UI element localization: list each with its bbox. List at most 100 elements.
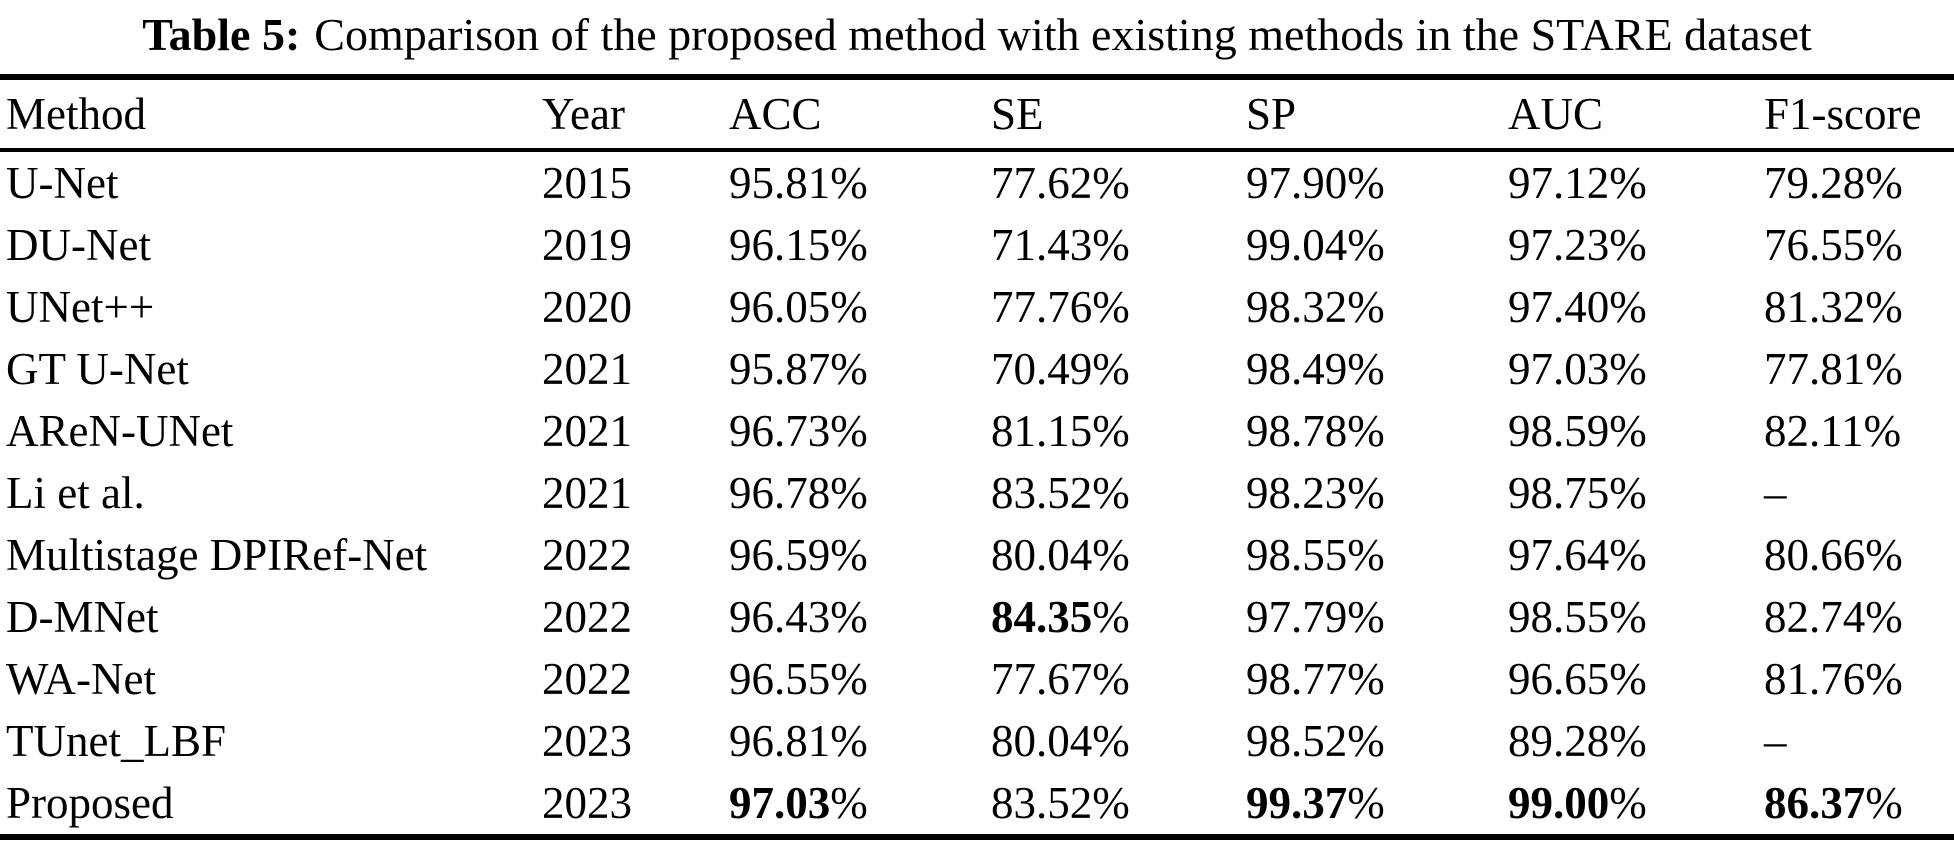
percent-sign: % (1865, 654, 1903, 704)
cell-year: 2020 (542, 276, 729, 338)
cell-year: 2022 (542, 524, 729, 586)
percent-sign: % (1609, 530, 1647, 580)
cell-f1: 82.11% (1764, 400, 1954, 462)
cell-value: 70.49 (991, 344, 1093, 394)
cell-value: 97.64 (1508, 530, 1610, 580)
percent-sign: % (1092, 592, 1130, 642)
cell-value: 2023 (542, 778, 632, 828)
cell-value: 98.59 (1508, 406, 1610, 456)
percent-sign: % (1865, 530, 1903, 580)
col-header-year: Year (542, 77, 729, 152)
cell-acc: 96.59% (729, 524, 991, 586)
cell-value: 99.00 (1508, 778, 1610, 828)
percent-sign: % (1347, 158, 1385, 208)
percent-sign: % (830, 654, 868, 704)
percent-sign: % (830, 778, 868, 828)
cell-value: 77.76 (991, 282, 1093, 332)
cell-value: AReN-UNet (6, 406, 234, 456)
cell-value: 97.03 (1508, 344, 1610, 394)
percent-sign: % (1347, 654, 1385, 704)
percent-sign: % (830, 406, 868, 456)
cell-acc: 95.81% (729, 150, 991, 214)
percent-sign: % (1092, 282, 1130, 332)
cell-sp: 98.49% (1246, 338, 1508, 400)
cell-value: 96.78 (729, 468, 831, 518)
table-caption: Table 5: Comparison of the proposed metho… (0, 0, 1954, 64)
cell-method: U-Net (0, 150, 542, 214)
cell-value: DU-Net (6, 220, 151, 270)
percent-sign: % (1863, 406, 1902, 456)
cell-value: 96.15 (729, 220, 831, 270)
cell-method: UNet++ (0, 276, 542, 338)
cell-acc: 96.73% (729, 400, 991, 462)
table-caption-text: Comparison of the proposed method with e… (314, 9, 1812, 60)
percent-sign: % (1092, 530, 1130, 580)
percent-sign: % (1609, 468, 1647, 518)
cell-auc: 97.23% (1508, 214, 1764, 276)
cell-acc: 96.15% (729, 214, 991, 276)
cell-year: 2022 (542, 648, 729, 710)
cell-value: 86.37 (1764, 778, 1866, 828)
table-row: TUnet_LBF 2023 96.81% 80.04% 98.52% 89.28% – (0, 710, 1954, 772)
cell-year: 2019 (542, 214, 729, 276)
cell-value: 2022 (542, 530, 632, 580)
cell-value: 77.67 (991, 654, 1093, 704)
cell-value: – (1764, 468, 1787, 518)
percent-sign: % (1347, 530, 1385, 580)
cell-sp: 98.23% (1246, 462, 1508, 524)
table-row: WA-Net 2022 96.55% 77.67% 98.77% 96.65% 81.76% (0, 648, 1954, 710)
cell-acc: 96.81% (729, 710, 991, 772)
percent-sign: % (1092, 716, 1130, 766)
percent-sign: % (1092, 468, 1130, 518)
cell-auc: 99.00% (1508, 772, 1764, 837)
percent-sign: % (1347, 468, 1385, 518)
cell-auc: 98.55% (1508, 586, 1764, 648)
header-row: Method Year ACC SE SP AUC F1-score (0, 77, 1954, 152)
cell-sp: 98.52% (1246, 710, 1508, 772)
percent-sign: % (1609, 158, 1647, 208)
cell-f1: – (1764, 710, 1954, 772)
col-header-sp: SP (1246, 77, 1508, 152)
percent-sign: % (1865, 344, 1903, 394)
cell-value: 77.62 (991, 158, 1093, 208)
cell-value: 98.55 (1508, 592, 1610, 642)
percent-sign: % (830, 158, 868, 208)
cell-value: 96.55 (729, 654, 831, 704)
percent-sign: % (1609, 282, 1647, 332)
cell-value: D-MNet (6, 592, 159, 642)
cell-value: 81.76 (1764, 654, 1866, 704)
percent-sign: % (830, 282, 868, 332)
cell-value: 80.04 (991, 530, 1093, 580)
cell-value: UNet++ (6, 282, 155, 332)
cell-value: 96.65 (1508, 654, 1610, 704)
percent-sign: % (1609, 716, 1647, 766)
cell-f1: 81.32% (1764, 276, 1954, 338)
cell-value: 71.43 (991, 220, 1093, 270)
percent-sign: % (1865, 592, 1903, 642)
cell-method: Multistage DPIRef-Net (0, 524, 542, 586)
percent-sign: % (1092, 344, 1130, 394)
percent-sign: % (1347, 344, 1385, 394)
cell-auc: 96.65% (1508, 648, 1764, 710)
cell-value: 2023 (542, 716, 632, 766)
cell-f1: 76.55% (1764, 214, 1954, 276)
cell-value: 2021 (542, 468, 632, 518)
percent-sign: % (1347, 592, 1385, 642)
cell-f1: – (1764, 462, 1954, 524)
cell-value: 83.52 (991, 778, 1093, 828)
cell-acc: 96.55% (729, 648, 991, 710)
table-row: Li et al. 2021 96.78% 83.52% 98.23% 98.75% – (0, 462, 1954, 524)
cell-method: TUnet_LBF (0, 710, 542, 772)
cell-auc: 97.03% (1508, 338, 1764, 400)
cell-value: U-Net (6, 158, 119, 208)
percent-sign: % (1609, 778, 1647, 828)
cell-sp: 99.04% (1246, 214, 1508, 276)
cell-se: 77.76% (991, 276, 1246, 338)
cell-value: 2021 (542, 344, 632, 394)
table-body: U-Net 2015 95.81% 77.62% 97.90% 97.12% 79.28% D… (0, 150, 1954, 837)
percent-sign: % (1347, 220, 1385, 270)
cell-f1: 77.81% (1764, 338, 1954, 400)
cell-value: 2019 (542, 220, 632, 270)
cell-auc: 89.28% (1508, 710, 1764, 772)
cell-value: 80.04 (991, 716, 1093, 766)
